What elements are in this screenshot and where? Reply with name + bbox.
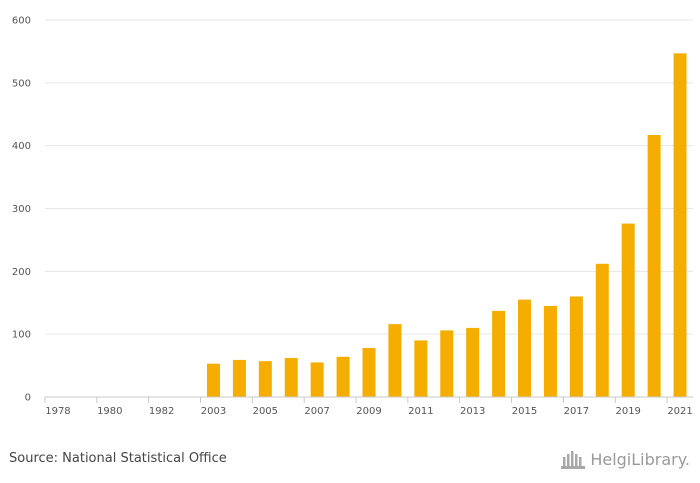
bar-chart: 0 100 200 300 400 500 600 1978 1980 1982 2003 2005… bbox=[12, 16, 693, 417]
source-note: Source: National Statistical Office bbox=[9, 451, 227, 466]
bar-2014[interactable] bbox=[492, 310, 506, 397]
bar-2006[interactable] bbox=[284, 358, 298, 397]
bar-2018[interactable] bbox=[595, 263, 609, 397]
x-tick-label: 1980 bbox=[97, 406, 122, 417]
x-tick-label: 1978 bbox=[45, 406, 70, 417]
library-logo-icon bbox=[561, 451, 586, 469]
bar-series bbox=[206, 53, 687, 398]
x-tick-marks bbox=[44, 397, 668, 403]
x-tick-label: 2015 bbox=[512, 406, 537, 417]
bar-2011[interactable] bbox=[414, 340, 428, 397]
x-tick-label: 2019 bbox=[615, 406, 640, 417]
helgilibrary-logo[interactable]: HelgiLibrary. bbox=[561, 448, 690, 470]
bar-2005[interactable] bbox=[258, 361, 272, 397]
brand-name: HelgiLibrary. bbox=[590, 449, 690, 469]
x-tick-label: 2009 bbox=[356, 406, 381, 417]
y-tick-label: 100 bbox=[12, 330, 31, 341]
bar-2019[interactable] bbox=[621, 223, 635, 397]
gridlines bbox=[45, 19, 693, 335]
x-tick-label: 2007 bbox=[304, 406, 329, 417]
x-tick-label: 2005 bbox=[253, 406, 278, 417]
bar-2003[interactable] bbox=[206, 363, 220, 397]
bar-2008[interactable] bbox=[336, 356, 350, 397]
bar-2015[interactable] bbox=[518, 299, 532, 397]
bar-2013[interactable] bbox=[466, 327, 480, 397]
bar-2010[interactable] bbox=[388, 324, 402, 397]
y-axis-labels: 0 100 200 300 400 500 600 bbox=[12, 16, 31, 404]
x-axis-labels: 1978 1980 1982 2003 2005 2007 2009 2011 2013 2015… bbox=[45, 406, 693, 417]
y-tick-label: 300 bbox=[12, 204, 31, 215]
bar-2009[interactable] bbox=[362, 347, 376, 397]
bar-2017[interactable] bbox=[569, 296, 583, 397]
bar-2012[interactable] bbox=[440, 330, 454, 397]
y-tick-label: 200 bbox=[12, 267, 31, 278]
x-tick-label: 2021 bbox=[667, 406, 692, 417]
x-tick-label: 2017 bbox=[564, 406, 589, 417]
bar-2021[interactable] bbox=[673, 53, 687, 397]
x-tick-label: 2011 bbox=[408, 406, 433, 417]
bar-2016[interactable] bbox=[543, 305, 557, 397]
x-tick-label: 2003 bbox=[201, 406, 226, 417]
y-tick-label: 600 bbox=[12, 16, 31, 27]
y-tick-label: 0 bbox=[25, 393, 31, 404]
bar-2007[interactable] bbox=[310, 362, 324, 397]
bar-2020[interactable] bbox=[647, 134, 661, 398]
x-tick-label: 2013 bbox=[460, 406, 485, 417]
y-tick-label: 400 bbox=[12, 141, 31, 152]
y-tick-label: 500 bbox=[12, 78, 31, 89]
bar-2004[interactable] bbox=[232, 359, 246, 397]
x-tick-label: 1982 bbox=[149, 406, 174, 417]
